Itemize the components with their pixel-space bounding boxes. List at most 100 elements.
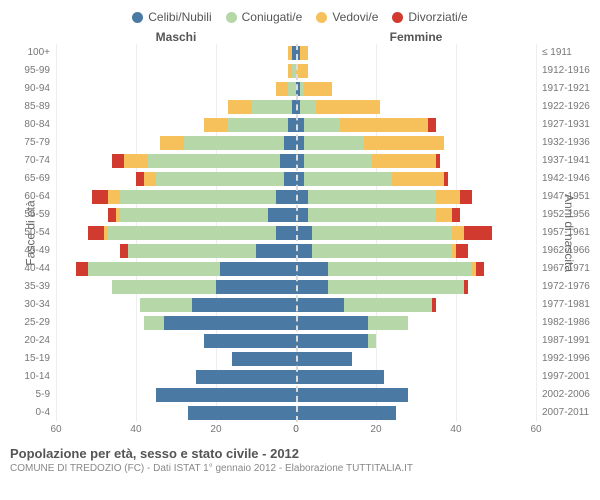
chart-title: Popolazione per età, sesso e stato civil…	[10, 446, 590, 461]
age-tick: 80-84	[0, 116, 56, 134]
segment-m	[304, 118, 340, 132]
year-tick: 1982-1986	[536, 314, 600, 332]
legend-item: Coniugati/e	[226, 10, 303, 24]
year-tick: ≤ 1911	[536, 44, 600, 62]
segment-m	[88, 262, 220, 276]
pyramid-row	[56, 386, 296, 404]
segment-m	[344, 298, 432, 312]
segment-m	[308, 208, 436, 222]
segment-w	[204, 118, 228, 132]
pyramid-row	[296, 404, 536, 422]
pyramid-row	[296, 62, 536, 80]
age-tick: 20-24	[0, 332, 56, 350]
segment-m	[304, 154, 372, 168]
pyramid-row	[56, 224, 296, 242]
legend-swatch	[226, 12, 237, 23]
segment-c	[296, 352, 352, 366]
segment-d	[108, 208, 116, 222]
segment-m	[140, 298, 192, 312]
pyramid-row	[56, 44, 296, 62]
pyramid-row	[296, 260, 536, 278]
chart-body: Fasce di età 100+95-9990-9485-8980-8475-…	[0, 44, 600, 422]
legend-label: Vedovi/e	[332, 10, 378, 24]
age-tick: 70-74	[0, 152, 56, 170]
year-tick: 1972-1976	[536, 278, 600, 296]
pyramid-row	[296, 314, 536, 332]
age-tick: 30-34	[0, 296, 56, 314]
year-tick: 1997-2001	[536, 368, 600, 386]
pyramid-row	[296, 386, 536, 404]
center-divider	[296, 44, 298, 422]
pyramid-row	[296, 188, 536, 206]
x-tick: 0	[293, 424, 299, 435]
pyramid-row	[296, 170, 536, 188]
year-tick: 1977-1981	[536, 296, 600, 314]
age-tick: 95-99	[0, 62, 56, 80]
segment-c	[204, 334, 296, 348]
segment-w	[372, 154, 436, 168]
segment-m	[252, 100, 292, 114]
age-tick: 25-29	[0, 314, 56, 332]
header-female: Femmine	[296, 30, 536, 44]
segment-w	[392, 172, 444, 186]
year-tick: 1987-1991	[536, 332, 600, 350]
x-tick: 40	[450, 424, 461, 435]
segment-m	[144, 316, 164, 330]
chart-subtitle: COMUNE DI TREDOZIO (FC) - Dati ISTAT 1° …	[10, 463, 590, 474]
legend-label: Coniugati/e	[242, 10, 303, 24]
age-tick: 65-69	[0, 170, 56, 188]
x-axis: 0204060 0204060	[0, 424, 600, 438]
segment-d	[92, 190, 108, 204]
age-tick: 85-89	[0, 98, 56, 116]
pyramid-row	[296, 224, 536, 242]
segment-c	[280, 154, 296, 168]
year-tick: 1922-1926	[536, 98, 600, 116]
segment-d	[136, 172, 144, 186]
segment-c	[296, 280, 328, 294]
pyramid-row	[296, 350, 536, 368]
pyramid-row	[56, 278, 296, 296]
segment-w	[108, 190, 120, 204]
segment-w	[340, 118, 428, 132]
segment-d	[112, 154, 124, 168]
right-axis-title: Anni di nascita	[562, 194, 576, 272]
segment-w	[160, 136, 184, 150]
segment-m	[120, 190, 276, 204]
pyramid-row	[56, 152, 296, 170]
segment-c	[192, 298, 296, 312]
age-tick: 0-4	[0, 404, 56, 422]
segment-w	[316, 100, 380, 114]
segment-w	[304, 82, 332, 96]
x-tick: 20	[210, 424, 221, 435]
segment-m	[148, 154, 280, 168]
segment-c	[276, 190, 296, 204]
segment-d	[432, 298, 436, 312]
segment-c	[296, 298, 344, 312]
pyramid-row	[56, 170, 296, 188]
segment-d	[452, 208, 460, 222]
year-tick: 1937-1941	[536, 152, 600, 170]
x-tick: 40	[130, 424, 141, 435]
segment-d	[460, 190, 472, 204]
gridline	[536, 44, 537, 422]
pyramid-row	[56, 404, 296, 422]
segment-c	[164, 316, 296, 330]
segment-c	[296, 226, 312, 240]
age-tick: 5-9	[0, 386, 56, 404]
segment-m	[108, 226, 276, 240]
pyramid-row	[296, 44, 536, 62]
segment-m	[312, 244, 452, 258]
segment-c	[216, 280, 296, 294]
segment-w	[300, 46, 308, 60]
pyramid-row	[296, 116, 536, 134]
segment-d	[464, 280, 468, 294]
segment-d	[120, 244, 128, 258]
bars-area	[56, 44, 536, 422]
segment-c	[296, 316, 368, 330]
header-male: Maschi	[56, 30, 296, 44]
x-tick: 60	[530, 424, 541, 435]
pyramid-row	[56, 188, 296, 206]
year-tick: 1992-1996	[536, 350, 600, 368]
pyramid-row	[56, 62, 296, 80]
segment-c	[156, 388, 296, 402]
